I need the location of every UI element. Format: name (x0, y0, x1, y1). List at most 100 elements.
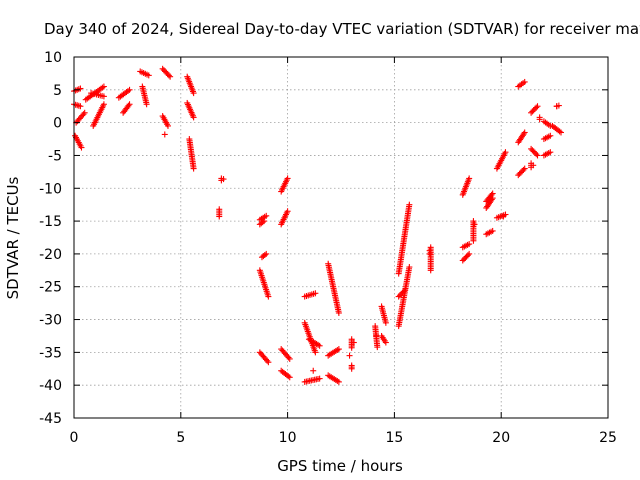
data-point (335, 378, 342, 385)
data-point (335, 309, 342, 316)
data-point (426, 250, 433, 257)
data-point (100, 93, 107, 100)
x-axis-title: GPS time / hours (277, 457, 403, 475)
data-point (466, 241, 473, 248)
data-point (167, 73, 174, 80)
data-point (284, 208, 291, 215)
data-point (515, 172, 522, 179)
data-point (531, 105, 538, 112)
data-point (350, 339, 357, 346)
y-tick-label: 5 (53, 83, 62, 99)
data-point (216, 213, 223, 220)
data-point (489, 195, 496, 202)
y-tick-label: -15 (39, 214, 62, 230)
data-point (406, 201, 413, 208)
data-point (265, 293, 272, 300)
data-point (80, 111, 87, 118)
data-point (402, 287, 409, 294)
data-point (126, 86, 133, 93)
data-point (145, 72, 152, 79)
y-tick-label: -45 (39, 411, 62, 427)
data-point (165, 72, 172, 79)
data-point (461, 256, 468, 263)
data-point (520, 130, 527, 137)
y-tick-label: -30 (39, 313, 62, 329)
data-point (161, 131, 168, 138)
data-point (531, 149, 538, 156)
data-point (263, 250, 270, 257)
x-tick-label: 5 (176, 430, 185, 446)
data-point (528, 109, 535, 116)
data-point (125, 102, 132, 109)
data-point (533, 151, 540, 158)
data-point (398, 290, 405, 297)
data-point (316, 375, 323, 382)
data-point (395, 293, 402, 300)
plot-frame (73, 56, 609, 419)
data-point (464, 252, 471, 259)
data-point (528, 145, 535, 152)
data-point (312, 349, 319, 356)
data-point (533, 104, 540, 111)
x-tick-label: 10 (279, 430, 297, 446)
data-point (220, 176, 227, 183)
x-tick-label: 15 (385, 430, 403, 446)
data-point (471, 221, 478, 228)
data-point (500, 213, 507, 220)
data-point (190, 165, 197, 172)
data-point (536, 114, 543, 121)
data-point (77, 85, 84, 92)
data-point (519, 168, 526, 175)
y-tick-label: -25 (39, 280, 62, 296)
data-point (264, 357, 271, 364)
data-point (126, 101, 133, 108)
data-point (502, 149, 509, 156)
data-point (285, 354, 292, 361)
y-tick-label: -35 (39, 345, 62, 361)
data-point (261, 252, 268, 259)
data-point (348, 365, 355, 372)
grid-lines (74, 57, 608, 418)
data-point (470, 218, 477, 225)
y-tick-label: -5 (48, 148, 62, 164)
data-point (284, 175, 291, 182)
data-point (259, 219, 266, 226)
data-point (427, 267, 434, 274)
data-point (516, 170, 523, 177)
data-point (81, 109, 88, 116)
data-point (529, 108, 536, 115)
data-point (77, 103, 84, 110)
chart-title: Day 340 of 2024, Sidereal Day-to-day VTE… (44, 20, 640, 38)
data-point (400, 288, 407, 295)
data-point (462, 254, 469, 261)
data-point (286, 355, 293, 362)
data-points (71, 65, 565, 385)
x-tick-label: 20 (492, 430, 510, 446)
data-point (466, 175, 473, 182)
data-point (312, 290, 319, 297)
data-point (530, 162, 537, 169)
data-point (190, 90, 197, 97)
y-tick-label: -20 (39, 247, 62, 263)
data-point (261, 218, 268, 225)
data-point (310, 367, 317, 374)
data-point (316, 342, 323, 349)
data-point (100, 101, 107, 108)
data-point (555, 102, 562, 109)
data-point (489, 227, 496, 234)
data-point (263, 212, 270, 219)
data-point (488, 196, 495, 203)
data-point (265, 359, 272, 366)
data-point (459, 257, 466, 264)
data-point (100, 83, 107, 90)
data-point (373, 332, 380, 339)
data-point (534, 103, 541, 110)
data-point (399, 289, 406, 296)
x-tick-label: 0 (70, 430, 79, 446)
y-axis-title: SDTVAR / TECUs (4, 176, 22, 299)
data-point (396, 292, 403, 299)
y-tick-label: -40 (39, 378, 62, 394)
data-point (517, 169, 524, 176)
data-point (406, 264, 413, 271)
